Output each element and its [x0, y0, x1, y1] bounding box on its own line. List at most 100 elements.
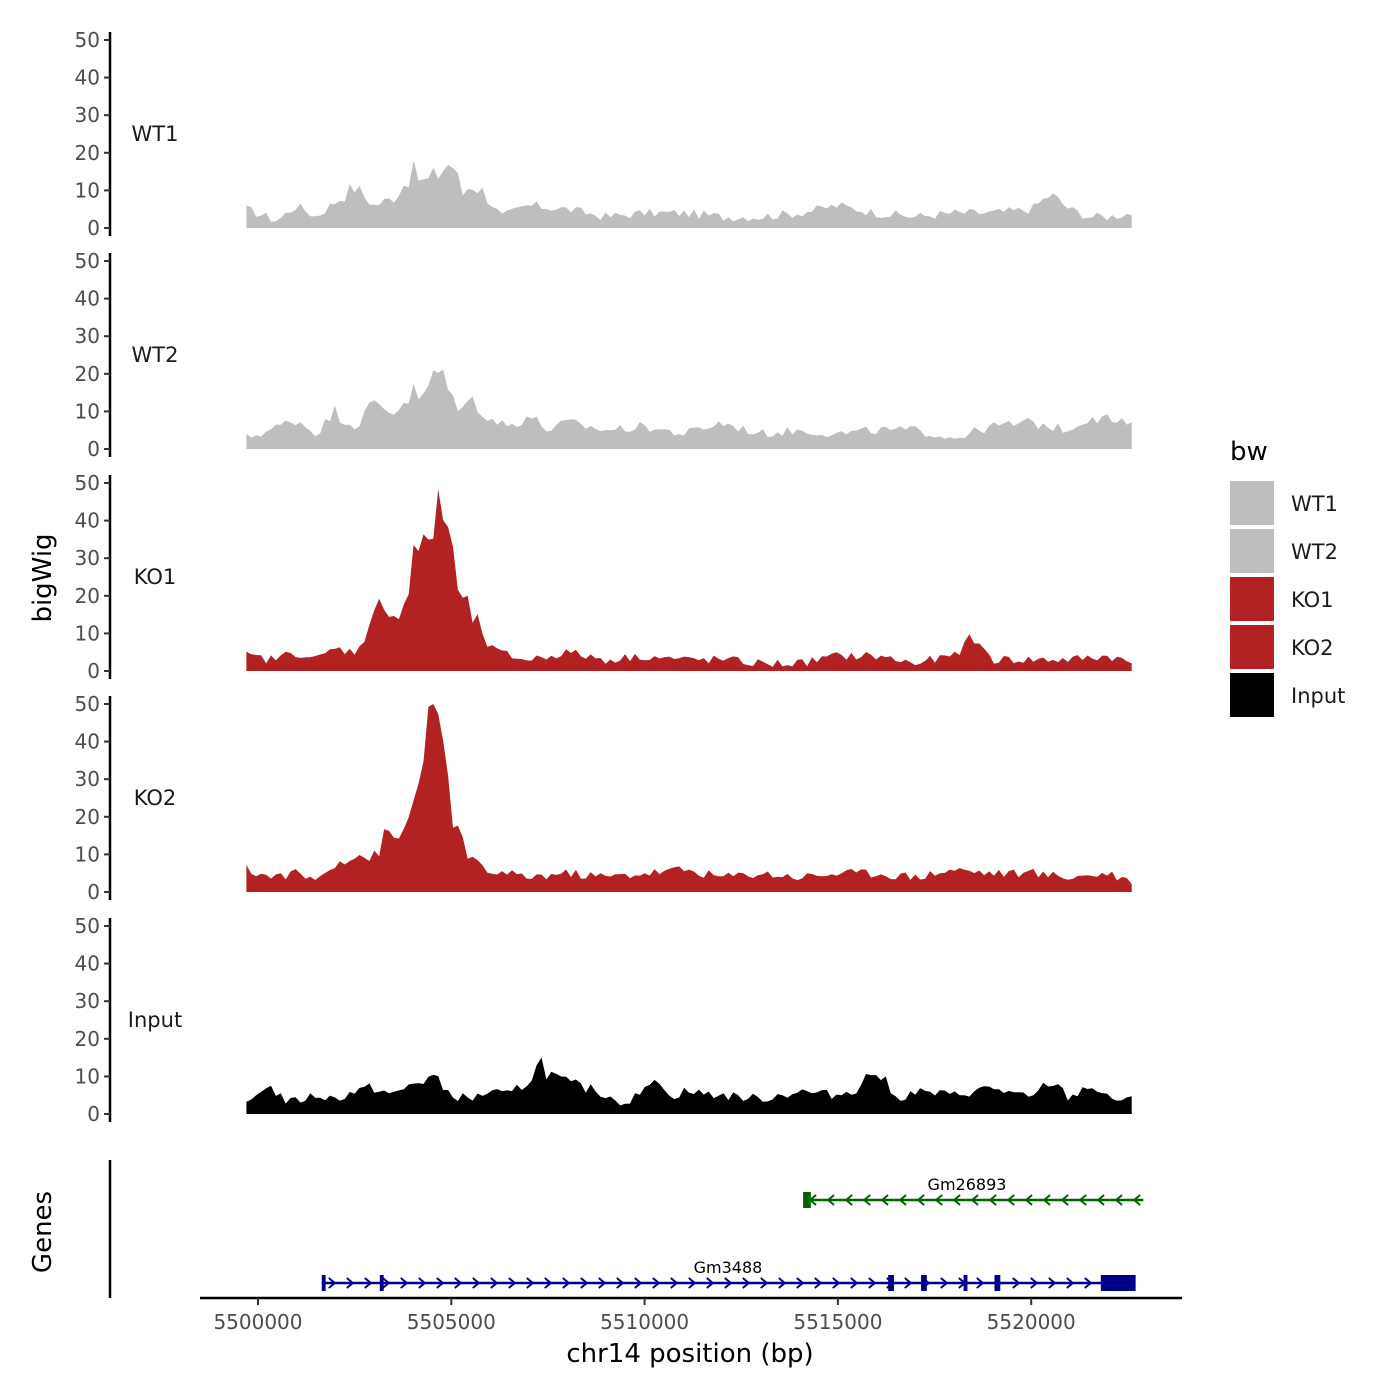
strand-arrow	[688, 1277, 697, 1289]
legend-swatch-input	[1230, 673, 1274, 717]
gene-annotation-panel: Gm26893 Gm3488	[108, 1160, 1144, 1298]
y-tick-label: 0	[87, 659, 100, 683]
y-tick-label: 40	[75, 66, 100, 90]
track-label-wt1: WT1	[132, 122, 179, 146]
strand-arrow	[778, 1277, 787, 1289]
y-tick-label: 0	[87, 880, 100, 904]
y-tick-label: 30	[75, 989, 100, 1013]
y-tick-label: 40	[75, 509, 100, 533]
y-tick-label: 50	[75, 471, 100, 495]
track-label-ko2: KO2	[134, 786, 177, 810]
legend-label-wt2: WT2	[1291, 540, 1338, 564]
strand-arrow	[742, 1277, 751, 1289]
y-tick-label: 20	[75, 362, 100, 386]
strand-arrow	[544, 1277, 553, 1289]
y-tick-label: 40	[75, 730, 100, 754]
legend-label-ko2: KO2	[1291, 636, 1334, 660]
strand-arrow	[760, 1277, 769, 1289]
legend-title: bw	[1230, 437, 1268, 467]
y-tick-label: 20	[75, 584, 100, 608]
exon	[888, 1275, 894, 1291]
strand-arrow	[436, 1277, 445, 1289]
strand-arrow	[1084, 1277, 1093, 1289]
strand-arrow	[814, 1277, 823, 1289]
strand-arrow	[1078, 1194, 1087, 1206]
track-ko1: 0 10 20 30 40 50 KO1	[75, 471, 1132, 683]
track-label-input: Input	[128, 1008, 182, 1032]
strand-arrow	[988, 1194, 997, 1206]
strand-arrow	[832, 1277, 841, 1289]
y-tick-label: 0	[87, 437, 100, 461]
y-tick-label: 50	[75, 692, 100, 716]
strand-arrow	[382, 1277, 391, 1289]
exon	[994, 1275, 1001, 1291]
gene-label: Gm3488	[694, 1258, 763, 1277]
track-input: 0 10 20 30 40 50 Input	[75, 914, 1132, 1126]
y-tick-label: 10	[75, 178, 100, 202]
exon	[803, 1192, 811, 1208]
y-tick-label: 30	[75, 767, 100, 791]
legend-swatch-wt2	[1230, 529, 1274, 573]
y-tick-label: 10	[75, 1064, 100, 1088]
strand-arrow	[826, 1194, 835, 1206]
strand-arrow	[580, 1277, 589, 1289]
gene-gm26893: Gm26893	[803, 1175, 1144, 1208]
coverage-area-wt1	[246, 160, 1132, 228]
strand-arrow	[1048, 1277, 1057, 1289]
strand-arrow	[1006, 1194, 1015, 1206]
strand-arrow	[364, 1277, 373, 1289]
track-label-ko1: KO1	[134, 565, 177, 589]
strand-arrow	[724, 1277, 733, 1289]
strand-arrow	[616, 1277, 625, 1289]
strand-arrow	[862, 1194, 871, 1206]
y-tick-label: 40	[75, 952, 100, 976]
strand-arrow	[490, 1277, 499, 1289]
strand-arrow	[1114, 1194, 1123, 1206]
y-tick-label: 20	[75, 805, 100, 829]
strand-arrow	[880, 1194, 889, 1206]
strand-arrow	[652, 1277, 661, 1289]
legend-swatch-ko2	[1230, 625, 1274, 669]
strand-arrow	[1012, 1277, 1021, 1289]
exon	[379, 1275, 384, 1291]
strand-arrow	[868, 1277, 877, 1289]
strand-arrow	[400, 1277, 409, 1289]
track-label-wt2: WT2	[132, 343, 179, 367]
strand-arrow	[970, 1194, 979, 1206]
exon	[963, 1275, 968, 1291]
track-ko2: 0 10 20 30 40 50 KO2	[75, 692, 1132, 904]
gene-gm3488: Gm3488	[321, 1258, 1136, 1291]
strand-arrow	[904, 1277, 913, 1289]
genes-panel-title: Genes	[28, 1191, 58, 1273]
strand-arrow	[526, 1277, 535, 1289]
strand-arrow	[346, 1277, 355, 1289]
strand-arrow	[670, 1277, 679, 1289]
strand-arrow	[328, 1277, 337, 1289]
strand-arrow	[472, 1277, 481, 1289]
strand-arrow	[1060, 1194, 1069, 1206]
strand-arrow	[1024, 1194, 1033, 1206]
y-tick-label: 10	[75, 399, 100, 423]
coverage-tracks: 0 10 20 30 40 50 WT1 0 10 20 30 40 50 WT2 0 10 20 30 40 50 K…	[75, 28, 1132, 1126]
legend-label-wt1: WT1	[1291, 492, 1338, 516]
strand-arrow	[634, 1277, 643, 1289]
strand-arrow	[1132, 1194, 1141, 1206]
y-tick-label: 30	[75, 324, 100, 348]
strand-arrow	[844, 1194, 853, 1206]
strand-arrow	[898, 1194, 907, 1206]
strand-arrow	[454, 1277, 463, 1289]
strand-arrow	[934, 1194, 943, 1206]
x-axis: 5500000 5505000 5510000 5515000 5520000	[200, 1296, 1182, 1334]
strand-arrow	[976, 1277, 985, 1289]
strand-arrow	[418, 1277, 427, 1289]
strand-arrow	[796, 1277, 805, 1289]
y-tick-label: 50	[75, 914, 100, 938]
strand-arrow	[940, 1277, 949, 1289]
strand-arrow	[850, 1277, 859, 1289]
legend-swatch-wt1	[1230, 481, 1274, 525]
legend-swatch-ko1	[1230, 577, 1274, 621]
strand-arrow	[1096, 1194, 1105, 1206]
legend: bw WT1 WT2 KO1 KO2 Input	[1230, 437, 1345, 717]
gene-label: Gm26893	[928, 1175, 1007, 1194]
